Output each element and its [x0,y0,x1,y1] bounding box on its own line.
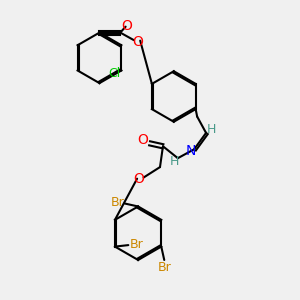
Text: H: H [207,123,216,136]
Text: O: O [122,19,132,33]
Text: Br: Br [158,261,172,274]
Text: O: O [134,172,145,186]
Text: Br: Br [130,238,143,251]
Text: O: O [138,133,148,147]
Text: Cl: Cl [108,67,120,80]
Text: O: O [133,34,143,49]
Text: Br: Br [110,196,124,209]
Text: N: N [185,144,196,158]
Text: H: H [169,154,178,168]
